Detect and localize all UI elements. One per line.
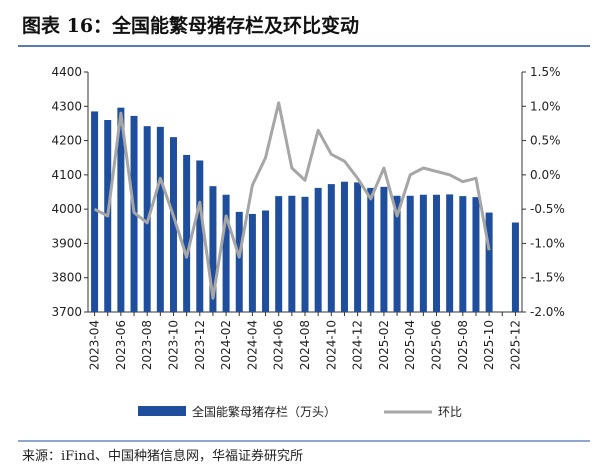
legend-swatch [138, 406, 186, 416]
bar [472, 197, 480, 312]
y2-tick-label: -1.0% [530, 236, 565, 250]
x-tick-label: 2024-02 [219, 320, 233, 370]
bar [183, 154, 191, 312]
bar [91, 111, 99, 312]
bar [446, 194, 454, 312]
y-tick-label: 4100 [51, 168, 82, 182]
bar [209, 186, 217, 312]
x-tick-label: 2024-08 [298, 320, 312, 370]
y-tick-label: 4200 [51, 134, 82, 148]
bar [459, 196, 467, 312]
x-tick-label: 2025-06 [430, 320, 444, 370]
y-tick-label: 3900 [51, 236, 82, 250]
bar [275, 196, 283, 312]
y2-tick-label: 0.0% [530, 168, 561, 182]
bar [511, 222, 519, 312]
x-tick-label: 2025-10 [482, 320, 496, 370]
y-tick-label: 3700 [51, 305, 82, 319]
x-tick-label: 2024-06 [272, 320, 286, 370]
bar [314, 187, 322, 312]
x-tick-label: 2025-02 [377, 320, 391, 370]
bar [196, 160, 204, 312]
x-tick-label: 2023-06 [114, 320, 128, 370]
bar [248, 213, 256, 312]
y-tick-label: 4300 [51, 99, 82, 113]
x-tick-label: 2024-12 [351, 320, 365, 370]
x-tick-label: 2023-04 [88, 320, 102, 370]
x-tick-label: 2025-08 [456, 320, 470, 370]
bar [327, 184, 335, 312]
y-tick-label: 4400 [51, 65, 82, 79]
x-tick-label: 2023-08 [140, 320, 154, 370]
bar [380, 186, 388, 312]
legend-label: 全国能繁母猪存栏（万头） [192, 404, 336, 419]
x-tick-label: 2023-10 [166, 320, 180, 370]
x-tick-label: 2025-04 [403, 320, 417, 370]
bar [301, 196, 309, 312]
bar [406, 195, 414, 312]
y2-tick-label: -0.5% [530, 202, 565, 216]
y2-tick-label: 1.0% [530, 99, 561, 113]
bar [485, 212, 493, 312]
bar [117, 107, 125, 313]
y2-tick-label: -1.5% [530, 271, 565, 285]
chart-title: 图表 16：全国能繁母猪存栏及环比变动 [22, 14, 359, 37]
bar [433, 194, 441, 312]
bar [419, 194, 427, 312]
bar [393, 195, 401, 312]
y2-tick-label: 1.5% [530, 65, 561, 79]
y2-tick-label: 0.5% [530, 134, 561, 148]
x-tick-label: 2023-12 [193, 320, 207, 370]
x-tick-label: 2024-04 [245, 320, 259, 370]
bar [169, 137, 177, 312]
source: 来源：iFind、中国种猪信息网，华福证券研究所 [22, 448, 303, 464]
x-tick-label: 2025-12 [508, 320, 522, 370]
y-tick-label: 3800 [51, 271, 82, 285]
legend-label: 环比 [438, 405, 462, 419]
bar [222, 194, 230, 312]
bar [367, 187, 375, 312]
bar [156, 126, 164, 312]
y2-tick-label: -2.0% [530, 305, 565, 319]
x-tick-label: 2024-10 [324, 320, 338, 370]
bar [288, 195, 296, 312]
bar [354, 182, 362, 312]
y-tick-label: 4000 [51, 202, 82, 216]
bar [235, 211, 243, 312]
bar [262, 210, 270, 312]
bar [340, 181, 348, 312]
line [93, 101, 491, 300]
